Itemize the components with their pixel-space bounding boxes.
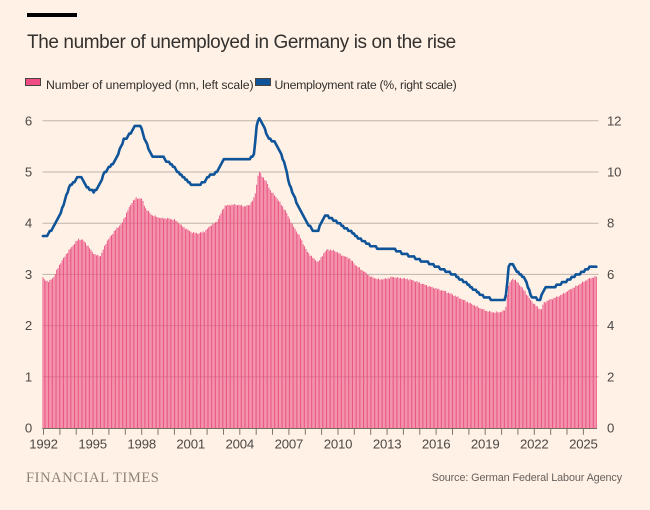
svg-text:2010: 2010 — [324, 437, 353, 452]
svg-text:0: 0 — [25, 421, 32, 436]
svg-text:2004: 2004 — [226, 437, 255, 452]
svg-text:1992: 1992 — [29, 437, 58, 452]
svg-text:2019: 2019 — [471, 437, 500, 452]
svg-text:6: 6 — [25, 113, 32, 128]
svg-text:10: 10 — [607, 165, 621, 180]
svg-text:2016: 2016 — [422, 437, 451, 452]
svg-text:2007: 2007 — [275, 437, 304, 452]
svg-text:2022: 2022 — [520, 437, 549, 452]
svg-text:12: 12 — [607, 113, 621, 128]
svg-text:1995: 1995 — [78, 437, 107, 452]
svg-text:3: 3 — [25, 267, 32, 282]
svg-text:1: 1 — [25, 369, 32, 384]
svg-text:2: 2 — [607, 369, 614, 384]
svg-text:1998: 1998 — [127, 437, 156, 452]
svg-text:4: 4 — [607, 318, 614, 333]
svg-text:2: 2 — [25, 318, 32, 333]
svg-text:2025: 2025 — [569, 437, 598, 452]
svg-text:4: 4 — [25, 216, 32, 231]
svg-text:2001: 2001 — [176, 437, 205, 452]
svg-text:2013: 2013 — [373, 437, 402, 452]
svg-text:0: 0 — [607, 421, 614, 436]
svg-text:8: 8 — [607, 216, 614, 231]
svg-text:6: 6 — [607, 267, 614, 282]
svg-text:5: 5 — [25, 165, 32, 180]
